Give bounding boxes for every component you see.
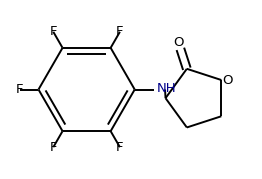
Text: F: F — [50, 141, 57, 154]
Text: O: O — [222, 74, 233, 86]
Text: O: O — [173, 36, 183, 49]
Text: F: F — [116, 141, 124, 154]
Text: F: F — [16, 83, 24, 96]
Text: F: F — [50, 25, 57, 38]
Text: NH: NH — [157, 82, 177, 95]
Text: F: F — [116, 25, 124, 38]
